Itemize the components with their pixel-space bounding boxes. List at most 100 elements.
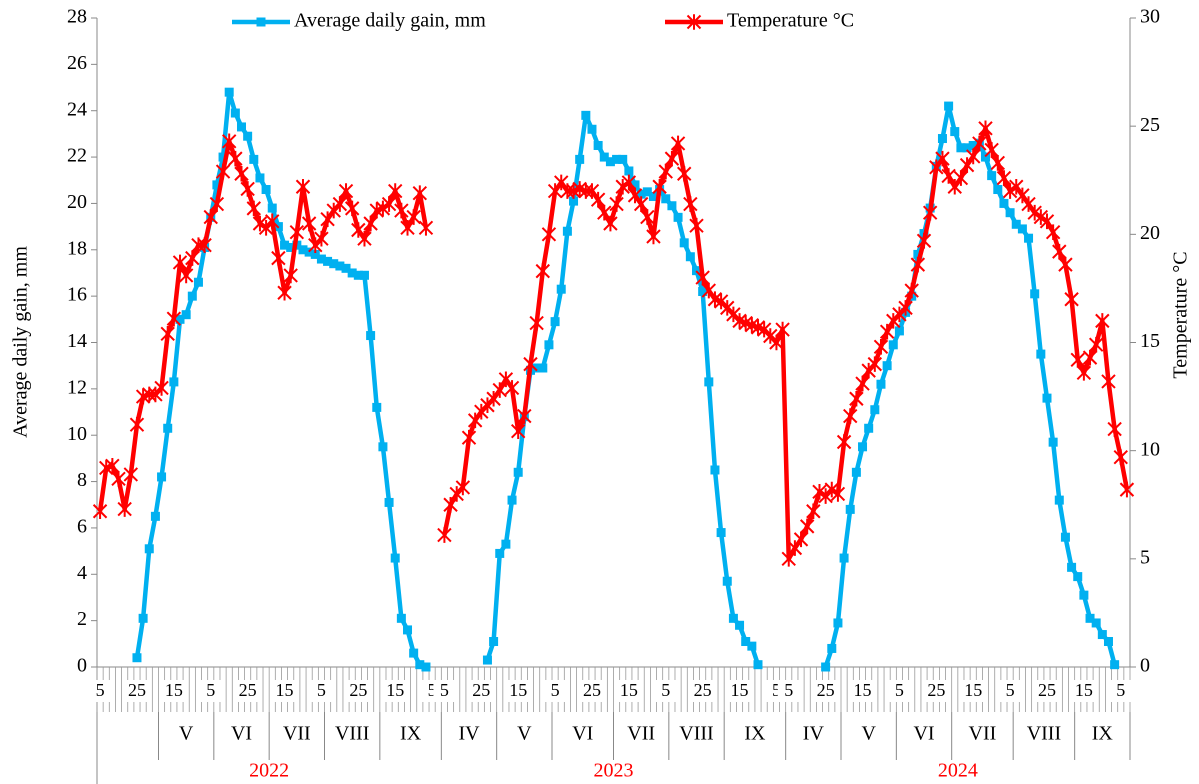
x-label-bg	[89, 680, 112, 702]
x-tick-label: 5	[440, 680, 449, 700]
point	[704, 377, 714, 387]
point	[390, 553, 400, 563]
point	[1054, 495, 1064, 505]
point	[277, 284, 292, 301]
point	[323, 256, 333, 266]
point	[679, 238, 689, 248]
point	[314, 230, 329, 247]
point	[747, 641, 757, 651]
point	[590, 191, 606, 208]
point	[550, 317, 560, 327]
y2-axis-label: Temperature °C	[1170, 251, 1192, 378]
point	[830, 486, 846, 502]
x-tick-label: 5	[1116, 680, 1125, 700]
point	[489, 637, 499, 647]
point	[990, 155, 1006, 171]
x-tick-label: 5	[428, 680, 437, 700]
x-tick-label: 5	[317, 680, 326, 700]
point	[283, 267, 298, 284]
x-tick-label: 5	[1006, 680, 1015, 700]
point	[138, 613, 148, 623]
point	[218, 152, 228, 162]
point	[1107, 421, 1122, 437]
point	[1076, 364, 1092, 381]
x-label-bg	[617, 680, 640, 702]
point	[267, 203, 277, 213]
point	[178, 267, 194, 284]
point	[904, 282, 919, 299]
x-label-bg	[470, 680, 493, 702]
point	[851, 467, 861, 477]
point	[673, 212, 683, 222]
y-tick-label: 24	[67, 98, 87, 120]
point	[255, 173, 265, 183]
point	[388, 183, 403, 199]
point	[351, 222, 366, 238]
point	[646, 228, 661, 245]
x-tick-label: 25	[1038, 680, 1056, 700]
x-label-bg	[347, 680, 370, 702]
x-label-bg	[691, 680, 714, 702]
point	[437, 527, 452, 543]
point	[240, 181, 255, 197]
point	[501, 539, 511, 549]
y-tick-label: 6	[77, 516, 87, 538]
point	[1070, 352, 1085, 368]
point	[824, 481, 839, 498]
y-tick-label: 12	[67, 376, 87, 398]
point	[1052, 243, 1067, 260]
point	[335, 261, 345, 271]
x-label-bg	[654, 680, 677, 702]
point	[609, 196, 624, 212]
x-tick-label: 5	[895, 680, 904, 700]
point	[538, 363, 548, 373]
point	[636, 189, 646, 199]
y2-tick-label: 10	[1140, 438, 1160, 460]
point	[298, 245, 308, 255]
point	[799, 518, 815, 535]
point	[575, 154, 585, 164]
point	[562, 226, 572, 236]
x-tick-label: 15	[386, 680, 404, 700]
point	[1079, 590, 1089, 600]
point	[1011, 219, 1021, 229]
x-tick-label: 25	[694, 680, 712, 700]
point	[486, 390, 501, 407]
point	[1110, 660, 1120, 670]
point	[256, 17, 266, 27]
point	[978, 120, 993, 137]
point	[157, 472, 167, 482]
y-tick-label: 8	[77, 469, 87, 491]
x-tick-label: 25	[128, 680, 146, 700]
point	[996, 170, 1012, 186]
point	[1113, 449, 1128, 465]
point	[286, 242, 296, 252]
point	[547, 183, 563, 199]
point	[1030, 289, 1040, 299]
point	[1091, 618, 1101, 628]
month-label: V	[179, 723, 194, 745]
point	[418, 220, 434, 236]
point	[261, 185, 271, 195]
point	[224, 87, 234, 97]
x-label-bg	[1109, 680, 1132, 702]
point	[1015, 187, 1030, 204]
x-label-bg	[1035, 680, 1058, 702]
point	[482, 655, 492, 665]
y-tick-label: 16	[67, 284, 87, 306]
point	[962, 143, 972, 153]
point	[215, 163, 231, 180]
point	[987, 171, 997, 181]
point	[1058, 256, 1073, 273]
point	[1095, 313, 1110, 329]
y-tick-label: 18	[67, 237, 87, 259]
point	[234, 165, 249, 182]
point	[630, 180, 640, 190]
point	[228, 150, 243, 167]
x-label-bg	[925, 680, 948, 702]
y2-tick-label: 20	[1140, 222, 1160, 244]
point	[378, 442, 388, 452]
point	[329, 259, 339, 269]
point	[105, 458, 120, 474]
point	[252, 215, 268, 232]
